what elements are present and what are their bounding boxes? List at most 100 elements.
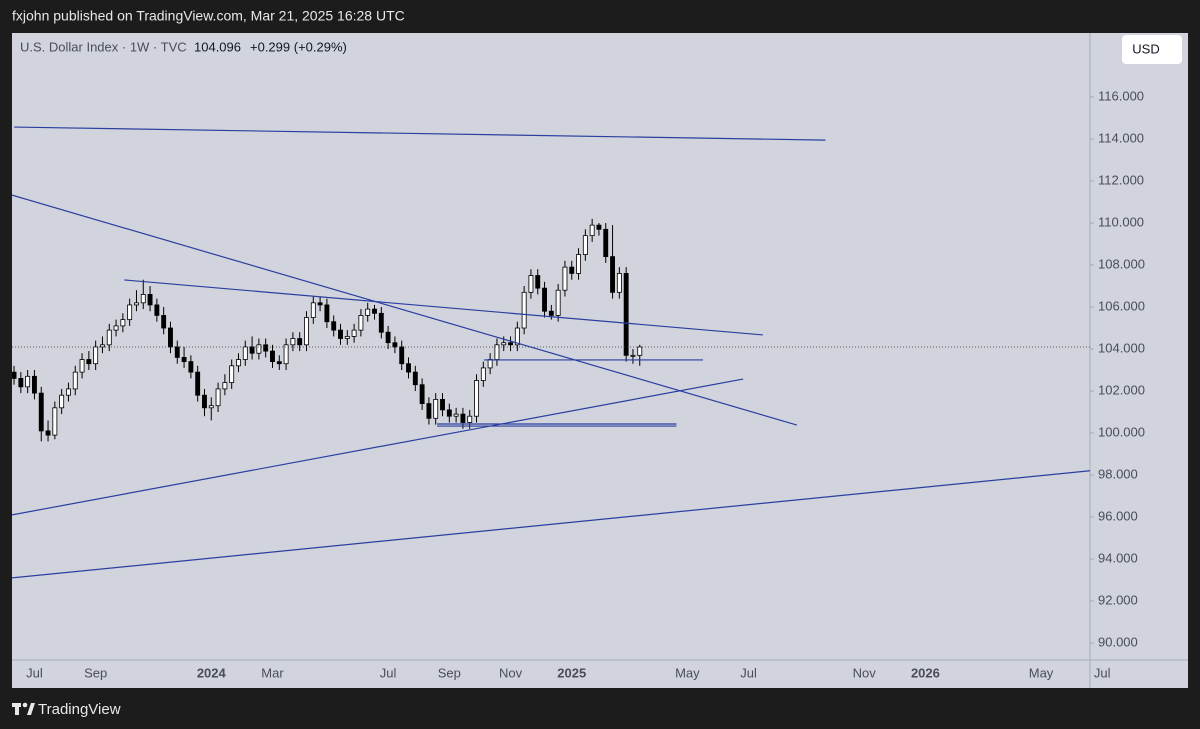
candle-body — [181, 357, 187, 363]
candle-body — [263, 344, 269, 352]
candle-body — [236, 359, 241, 367]
x-tick-label: Jul — [380, 665, 397, 680]
currency-button[interactable] — [1122, 35, 1182, 64]
candle-body — [45, 430, 51, 436]
candle-body — [433, 399, 439, 419]
y-tick-label: 96.000 — [1098, 508, 1138, 523]
candle-body — [474, 380, 479, 417]
candle-body — [351, 329, 357, 337]
candle-body — [358, 315, 364, 331]
x-tick-label: Jul — [26, 665, 43, 680]
trend-line — [12, 378, 744, 516]
y-tick-label: 108.000 — [1098, 256, 1145, 271]
y-tick-label: 90.000 — [1098, 634, 1138, 649]
candle-body — [229, 365, 235, 384]
candle-body — [514, 327, 520, 346]
candle-body — [528, 275, 534, 293]
y-tick-label: 114.000 — [1098, 130, 1144, 145]
candle-body — [542, 287, 547, 312]
x-tick-label: Nov — [499, 665, 523, 680]
candle-body — [256, 344, 262, 354]
candle-body — [508, 342, 513, 346]
candle-body — [637, 346, 643, 356]
candle-body — [154, 304, 160, 316]
candle-body — [317, 302, 323, 306]
candle-body — [93, 346, 99, 365]
x-tick-label: Sep — [84, 665, 107, 680]
candle-body — [208, 405, 214, 409]
candle-body — [72, 371, 78, 390]
candle-body — [392, 342, 398, 348]
x-tick-label: 2024 — [197, 665, 227, 680]
candle-body — [106, 329, 112, 346]
candle-body — [440, 399, 445, 411]
candle-body — [59, 394, 65, 409]
candle-body — [582, 235, 588, 255]
trend-line — [12, 194, 798, 426]
candle-body — [344, 336, 350, 339]
candle-body — [134, 302, 139, 306]
candle-body — [66, 388, 71, 396]
symbol-title: U.S. Dollar Index · 1W · TVC — [20, 39, 187, 54]
candle-body — [195, 371, 201, 396]
candle-body — [453, 413, 459, 417]
candle-body — [535, 275, 541, 289]
candle-body — [331, 321, 337, 331]
candle-body — [161, 315, 167, 329]
candle-body — [38, 392, 44, 432]
candle-body — [596, 224, 602, 230]
candle-body — [222, 382, 228, 390]
y-tick-label: 112.000 — [1098, 172, 1144, 187]
candle-body — [120, 319, 126, 327]
price-change: +0.299 (+0.29%) — [250, 39, 347, 54]
y-tick-label: 94.000 — [1098, 550, 1138, 565]
candle-body — [569, 266, 575, 274]
x-tick-label: Sep — [438, 665, 461, 680]
candle-body — [412, 371, 418, 386]
candle-body — [147, 294, 153, 306]
candle-body — [562, 266, 568, 291]
candle-body — [338, 329, 343, 339]
x-tick-label: Jul — [740, 665, 757, 680]
candle-body — [174, 346, 180, 358]
x-tick-label: 2025 — [557, 665, 586, 680]
candle-body — [555, 289, 561, 316]
candle-body — [168, 327, 173, 348]
tradingview-logo — [12, 702, 35, 715]
candle-body — [283, 344, 289, 365]
candle-body — [202, 394, 207, 409]
candle-body — [616, 273, 622, 293]
y-tick-label: 98.000 — [1098, 466, 1138, 481]
candle-body — [406, 363, 411, 373]
candle-body — [249, 346, 255, 354]
candle-body — [467, 415, 473, 423]
candle-body — [52, 407, 58, 436]
candle-body — [460, 413, 466, 423]
candle-body — [127, 304, 133, 321]
candle-body — [372, 308, 377, 314]
candle-body — [378, 312, 384, 333]
currency-label[interactable]: USD — [1132, 41, 1159, 56]
candle-body — [399, 346, 405, 365]
candle-body — [270, 350, 275, 363]
plot — [12, 126, 1090, 579]
candle-body — [589, 224, 595, 237]
trend-line — [12, 470, 1090, 579]
x-tick-label: 2026 — [911, 665, 940, 680]
published-line: fxjohn published on TradingView.com, Mar… — [12, 8, 405, 24]
y-tick-label: 92.000 — [1098, 592, 1138, 607]
candle-body — [426, 403, 432, 419]
candle-body — [297, 338, 303, 346]
candle-body — [548, 310, 554, 316]
candle-body — [304, 317, 309, 346]
candle-body — [188, 361, 194, 373]
y-tick-label: 104.000 — [1098, 340, 1145, 355]
x-tick-label: May — [1029, 665, 1054, 680]
candle-body — [501, 342, 507, 346]
candle-body — [603, 228, 609, 258]
candle-body — [365, 308, 371, 316]
y-tick-label: 100.000 — [1098, 424, 1145, 439]
candle-body — [18, 378, 24, 388]
candle-body — [385, 331, 391, 344]
candle-body — [576, 254, 581, 274]
